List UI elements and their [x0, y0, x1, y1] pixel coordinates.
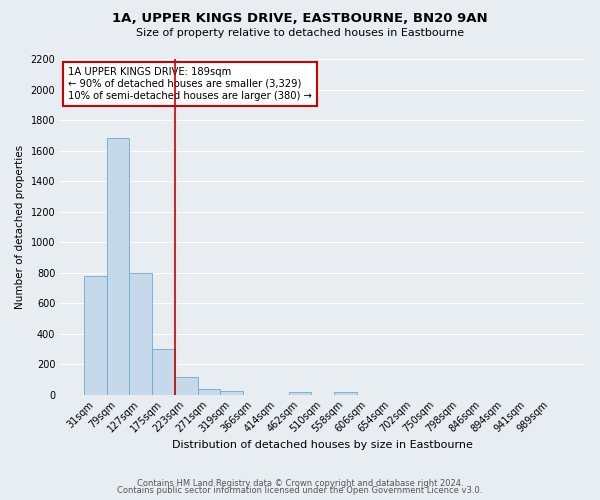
Bar [107, 138, 130, 394]
Text: Contains HM Land Registry data © Crown copyright and database right 2024.: Contains HM Land Registry data © Crown c… [137, 478, 463, 488]
Bar [84, 276, 107, 394]
Bar [175, 377, 197, 394]
Text: 1A UPPER KINGS DRIVE: 189sqm
← 90% of detached houses are smaller (3,329)
10% of: 1A UPPER KINGS DRIVE: 189sqm ← 90% of de… [68, 68, 312, 100]
Y-axis label: Number of detached properties: Number of detached properties [15, 145, 25, 309]
Text: Size of property relative to detached houses in Eastbourne: Size of property relative to detached ho… [136, 28, 464, 38]
Bar [334, 392, 356, 394]
Bar [152, 349, 175, 395]
X-axis label: Distribution of detached houses by size in Eastbourne: Distribution of detached houses by size … [172, 440, 473, 450]
Bar [220, 391, 243, 394]
Text: Contains public sector information licensed under the Open Government Licence v3: Contains public sector information licen… [118, 486, 482, 495]
Text: 1A, UPPER KINGS DRIVE, EASTBOURNE, BN20 9AN: 1A, UPPER KINGS DRIVE, EASTBOURNE, BN20 … [112, 12, 488, 26]
Bar [197, 389, 220, 394]
Bar [289, 392, 311, 394]
Bar [130, 272, 152, 394]
